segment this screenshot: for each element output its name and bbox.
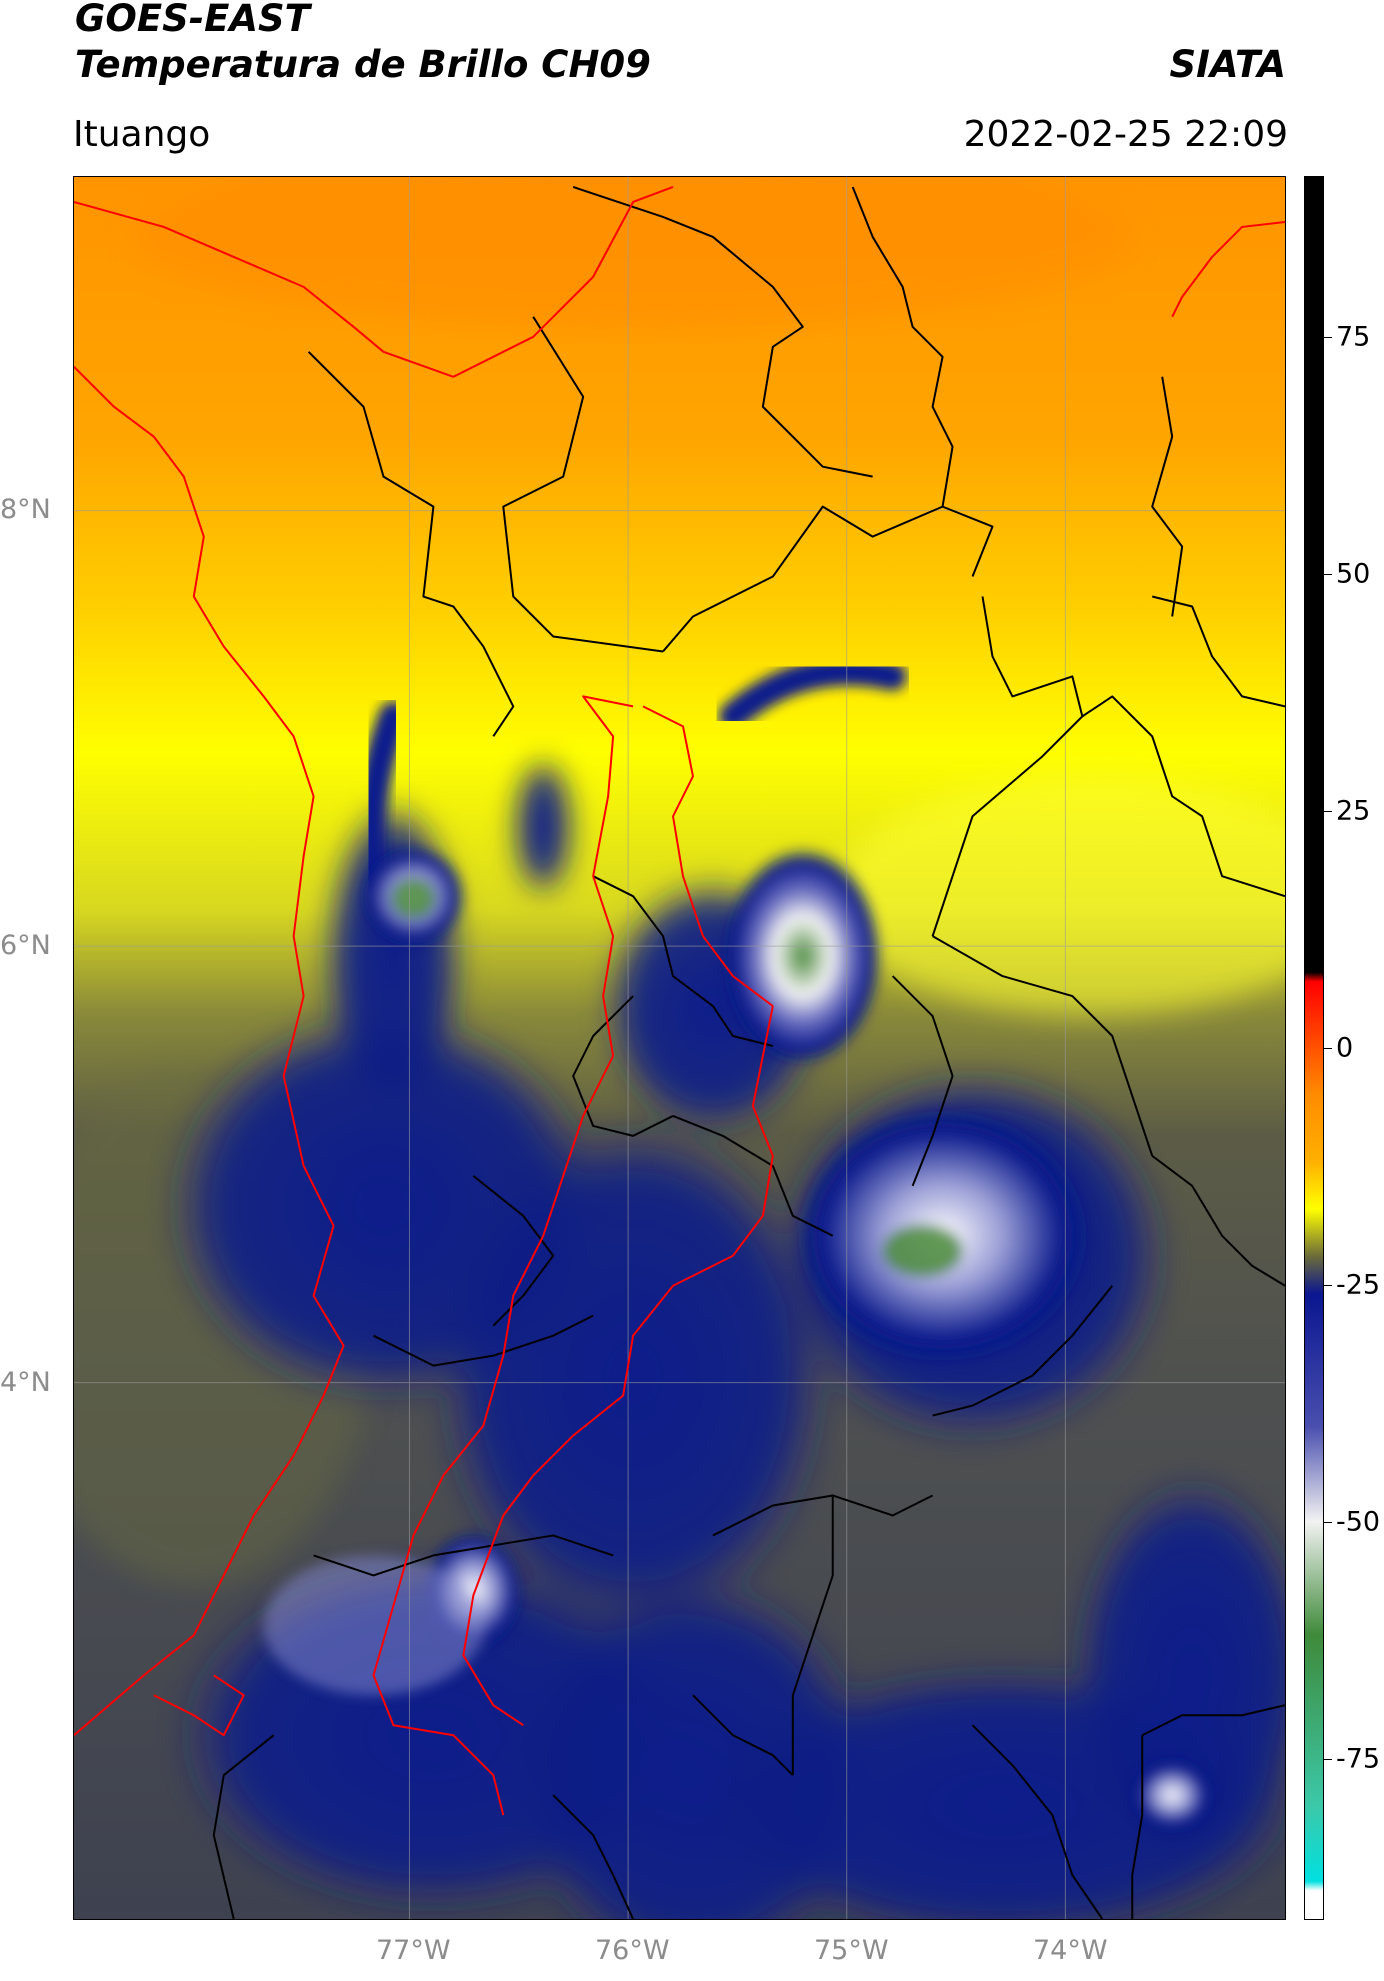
colorbar-tick <box>1324 1521 1332 1523</box>
colorbar-tick <box>1324 574 1332 576</box>
colorbar-tick <box>1324 337 1332 339</box>
lat-tick-label: 4°N <box>0 1367 51 1398</box>
colorbar-tick <box>1324 811 1332 813</box>
colorbar-tick-label: 50 <box>1336 558 1371 590</box>
brightness-temperature-map <box>73 176 1286 1920</box>
colorbar-tick-label: 75 <box>1336 321 1371 353</box>
lon-tick-label: 74°W <box>1033 1935 1108 1966</box>
lat-tick-label: 6°N <box>0 930 51 961</box>
colorbar-tick <box>1324 1758 1332 1760</box>
location-label: Ituango <box>73 114 211 155</box>
satellite-title: GOES-EAST <box>75 0 310 40</box>
lon-tick-label: 76°W <box>595 1935 670 1966</box>
colorbar-tick <box>1324 1048 1332 1049</box>
colorbar-tick-label: -75 <box>1336 1743 1381 1775</box>
lon-tick-label: 77°W <box>376 1935 451 1966</box>
colorbar-tick-label: 25 <box>1336 795 1371 827</box>
colorbar <box>1304 176 1324 1920</box>
lon-tick-label: 75°W <box>814 1935 889 1966</box>
colorbar-tick-label: 0 <box>1336 1032 1354 1064</box>
colorbar-tick-label: -25 <box>1336 1269 1381 1301</box>
datetime-label: 2022-02-25 22:09 <box>963 114 1288 155</box>
org-label: SIATA <box>1169 43 1286 86</box>
colorbar-tick-label: -50 <box>1336 1506 1381 1538</box>
product-title: Temperatura de Brillo CH09 <box>75 43 651 86</box>
lat-tick-label: 8°N <box>0 494 51 525</box>
colorbar-tick <box>1324 1284 1332 1286</box>
